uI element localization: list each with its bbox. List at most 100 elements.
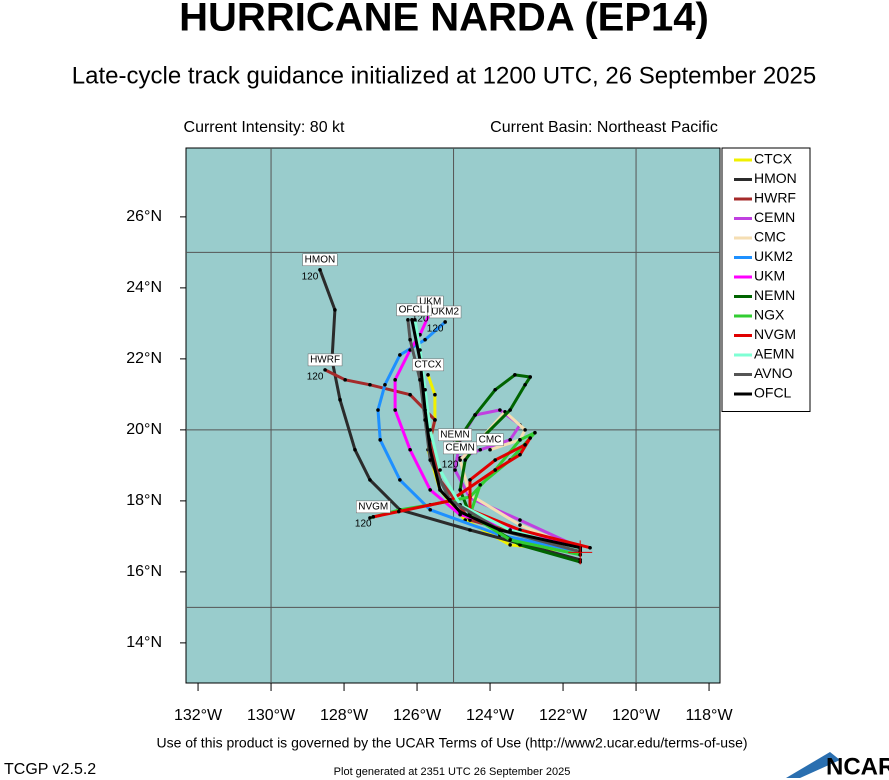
track-label-text: CMC <box>479 434 502 445</box>
y-tick-label: 22°N <box>126 350 162 367</box>
y-tick-label: 26°N <box>126 208 162 225</box>
track-point <box>398 353 402 357</box>
legend-label: CTCX <box>754 151 793 167</box>
legend-label: OFCL <box>754 385 792 401</box>
track-label-box <box>355 500 391 514</box>
hour-label: 120 <box>442 460 459 471</box>
logo-mark <box>786 752 840 778</box>
track-point <box>396 509 401 514</box>
y-tick-label: 14°N <box>126 634 162 651</box>
track-point <box>343 378 347 382</box>
chart-subtitle: Late-cycle track guidance initialized at… <box>72 62 816 89</box>
logo: NCAR <box>786 752 889 780</box>
track-point <box>513 373 517 377</box>
legend-label: HWRF <box>754 190 796 206</box>
x-tick-label: 122°W <box>539 707 588 724</box>
track-point <box>533 430 537 435</box>
track-point <box>433 392 437 397</box>
track-point <box>523 382 527 387</box>
track-point <box>368 516 372 520</box>
track-point <box>493 387 497 392</box>
track-label: HWRF <box>307 353 343 367</box>
track-point <box>518 518 522 522</box>
hour-label: 120 <box>302 271 319 282</box>
legend-label: CEMN <box>754 209 795 225</box>
track-point <box>438 468 442 472</box>
track-label-box <box>396 303 428 317</box>
track-point <box>518 543 522 547</box>
track-point <box>443 320 447 324</box>
track-point <box>498 528 502 532</box>
x-tick-label: 126°W <box>393 707 442 724</box>
track-label-text: HWRF <box>310 355 340 366</box>
track-point <box>410 318 414 322</box>
track-point <box>473 413 477 417</box>
track-point <box>468 478 472 482</box>
y-tick-label: 16°N <box>126 563 162 580</box>
track-point <box>338 397 342 402</box>
x-tick-label: 118°W <box>686 707 734 724</box>
track-label-text: NEMN <box>440 429 469 440</box>
legend-label: NEMN <box>754 287 795 303</box>
track-point <box>393 408 397 412</box>
legend-label: UKM2 <box>754 248 793 264</box>
y-tick-label: 24°N <box>126 279 162 296</box>
track-point <box>368 478 372 482</box>
track-point <box>428 447 432 452</box>
track-point <box>498 408 502 412</box>
track-label-box <box>412 358 444 372</box>
hour-label: 120 <box>307 372 324 383</box>
legend-label: AEMN <box>754 346 794 362</box>
track-label: NVGM <box>355 500 391 514</box>
plot-background <box>185 147 721 684</box>
track-label-box <box>476 433 504 447</box>
track-point <box>426 373 430 377</box>
track-point <box>463 458 468 462</box>
track-point <box>398 478 402 482</box>
track-label: CTCX <box>412 358 444 372</box>
track-label: OFCL <box>396 303 428 317</box>
track-point <box>528 436 532 440</box>
track-label-text: UKM <box>419 297 441 308</box>
track-point <box>406 318 410 322</box>
x-tick-label: 132°W <box>174 707 223 724</box>
x-tick-label: 130°W <box>247 707 296 724</box>
track-point <box>428 428 432 432</box>
track-point <box>423 337 427 342</box>
track-point <box>518 452 522 457</box>
track-label-text: HMON <box>305 254 336 265</box>
track-label-box <box>302 253 338 267</box>
track-point <box>423 408 427 412</box>
y-tick-label: 20°N <box>126 421 162 438</box>
legend-label: HMON <box>754 170 797 186</box>
track-point <box>528 375 532 379</box>
x-tick-label: 124°W <box>466 707 515 724</box>
track-label-text: CEMN <box>445 443 474 454</box>
track-point <box>428 488 432 492</box>
track-point <box>368 382 372 387</box>
track-point <box>438 488 442 492</box>
legend-label: UKM <box>754 268 785 284</box>
track-point <box>458 458 462 462</box>
track-point <box>523 442 527 447</box>
legend-label: AVNO <box>754 365 793 381</box>
track-label: CEMN <box>443 441 478 455</box>
track-point <box>408 337 412 342</box>
track-label-box <box>438 428 472 442</box>
track-point <box>508 408 512 412</box>
hour-label: 120 <box>355 518 372 529</box>
track-point <box>508 438 512 442</box>
track-label-text: NVGM <box>358 501 388 512</box>
legend-label: NGX <box>754 307 785 323</box>
generated: Plot generated at 2351 UTC 26 September … <box>334 766 571 778</box>
track-point <box>523 428 527 432</box>
track-point <box>468 528 472 532</box>
track-point <box>408 447 412 452</box>
intensity: Current Intensity: 80 kt <box>184 119 346 136</box>
x-tick-label: 120°W <box>612 707 661 724</box>
track-point <box>468 518 472 522</box>
legend-label: NVGM <box>754 326 796 342</box>
track-point <box>383 382 387 387</box>
track-label: HMON <box>302 253 338 267</box>
